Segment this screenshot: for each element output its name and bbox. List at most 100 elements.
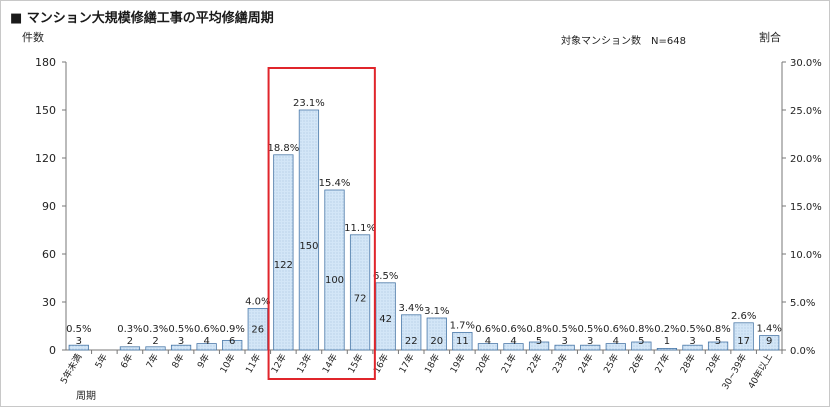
bar-value-label: 4 <box>510 336 516 347</box>
bar-percent-label: 0.5% <box>552 324 577 335</box>
x-tick-label: 17年 <box>396 352 417 376</box>
bar <box>580 344 601 351</box>
bar <box>452 331 473 351</box>
y2-tick-label: 0.0% <box>790 346 815 357</box>
x-tick-label: 22年 <box>524 352 545 376</box>
x-tick-label: 16年 <box>371 352 392 376</box>
bar <box>247 307 268 351</box>
bar-percent-label: 0.6% <box>194 324 219 335</box>
x-tick-label: 6年 <box>118 352 136 371</box>
bar-value-label: 3 <box>178 336 184 347</box>
bar <box>528 341 550 351</box>
bar-percent-label: 1.4% <box>757 324 782 335</box>
bar <box>503 343 524 351</box>
x-tick-label: 13年 <box>294 352 315 376</box>
bar <box>324 189 345 351</box>
bar <box>119 346 141 351</box>
x-tick-label: 24年 <box>575 352 596 376</box>
x-tick-label: 19年 <box>447 352 468 376</box>
bar-value-label: 22 <box>405 336 418 347</box>
bar-value-label: 150 <box>299 241 318 252</box>
bar-percent-label: 0.3% <box>143 324 168 335</box>
bar <box>477 343 499 351</box>
bar <box>349 234 371 351</box>
bar-value-label: 5 <box>715 336 721 347</box>
bar <box>145 346 166 351</box>
y-tick-label: 0 <box>49 344 56 357</box>
y-tick-label: 60 <box>42 248 56 261</box>
x-tick-label: 28年 <box>677 352 698 376</box>
bar-percent-label: 11.1% <box>344 223 376 234</box>
x-tick-label: 20年 <box>473 352 494 376</box>
chart-title: ■ マンション大規模修繕工事の平均修繕周期 <box>10 11 274 26</box>
bar-percent-label: 0.2% <box>654 324 679 335</box>
x-tick-label: 9年 <box>194 352 212 371</box>
y-tick-label: 120 <box>35 152 56 165</box>
bar <box>273 154 294 351</box>
bar-percent-label: 0.5% <box>168 324 193 335</box>
bar-value-label: 3 <box>587 336 593 347</box>
x-tick-label: 12年 <box>268 352 289 376</box>
bar <box>298 109 320 351</box>
y-tick-label: 30 <box>42 296 56 309</box>
x-axis-label: 周期 <box>76 390 96 402</box>
x-tick-label: 11年 <box>243 352 264 376</box>
bar-percent-label: 2.6% <box>731 311 756 322</box>
bar <box>707 341 729 351</box>
x-tick-label: 15年 <box>345 352 366 376</box>
bar-value-label: 4 <box>203 336 209 347</box>
bar-percent-label: 0.6% <box>501 324 526 335</box>
sample-note: 対象マンション数 N=648 <box>561 34 686 47</box>
x-tick-label: 8年 <box>169 352 187 371</box>
bar-value-label: 2 <box>152 336 158 347</box>
bar-value-label: 1 <box>664 336 670 347</box>
bar <box>426 317 447 351</box>
x-tick-label: 14年 <box>319 352 340 376</box>
x-tick-label: 5年未満 <box>58 352 85 386</box>
bar <box>631 341 652 351</box>
y2-tick-label: 5.0% <box>790 298 815 309</box>
x-tick-label: 10年 <box>217 352 238 376</box>
bar-percent-label: 0.8% <box>526 324 551 335</box>
bar <box>656 347 678 351</box>
bar-value-label: 3 <box>76 336 82 347</box>
bar <box>605 343 626 351</box>
bar-value-label: 2 <box>127 336 133 347</box>
x-tick-label: 7年 <box>143 352 161 371</box>
bar-value-label: 5 <box>638 336 644 347</box>
y2-tick-label: 10.0% <box>790 250 822 261</box>
bar <box>733 322 754 351</box>
y2-tick-label: 15.0% <box>790 202 822 213</box>
bar <box>170 344 192 351</box>
bar-percent-label: 0.5% <box>578 324 603 335</box>
bar-percent-label: 0.8% <box>705 324 730 335</box>
bar <box>68 344 89 351</box>
bar-value-label: 5 <box>536 336 542 347</box>
y2-axis-label: 割合 <box>759 30 781 44</box>
bar-value-label: 4 <box>485 336 491 347</box>
bar-percent-label: 6.5% <box>373 271 398 282</box>
highlight-box <box>267 67 376 380</box>
x-tick-label: 27年 <box>652 352 673 376</box>
bar-value-label: 3 <box>689 336 695 347</box>
y2-tick-label: 25.0% <box>790 106 822 117</box>
bar-value-label: 9 <box>766 336 772 347</box>
bar-value-label: 20 <box>430 336 443 347</box>
bar <box>375 282 396 351</box>
bar-percent-label: 1.7% <box>450 320 475 331</box>
bar-value-label: 100 <box>325 275 344 286</box>
bar-percent-label: 0.5% <box>66 324 91 335</box>
x-tick-label: 23年 <box>550 352 571 376</box>
y2-tick-label: 20.0% <box>790 154 822 165</box>
bar-percent-label: 0.8% <box>629 324 654 335</box>
x-tick-label: 5年 <box>92 352 110 371</box>
x-tick-label: 26年 <box>626 352 647 376</box>
y-tick-label: 90 <box>42 200 56 213</box>
bar-percent-label: 3.4% <box>399 303 424 314</box>
bar-value-label: 3 <box>561 336 567 347</box>
bar-percent-label: 23.1% <box>293 98 325 109</box>
x-tick-label: 29年 <box>703 352 724 376</box>
bar-value-label: 11 <box>456 336 469 347</box>
x-tick-label: 18年 <box>422 352 443 376</box>
